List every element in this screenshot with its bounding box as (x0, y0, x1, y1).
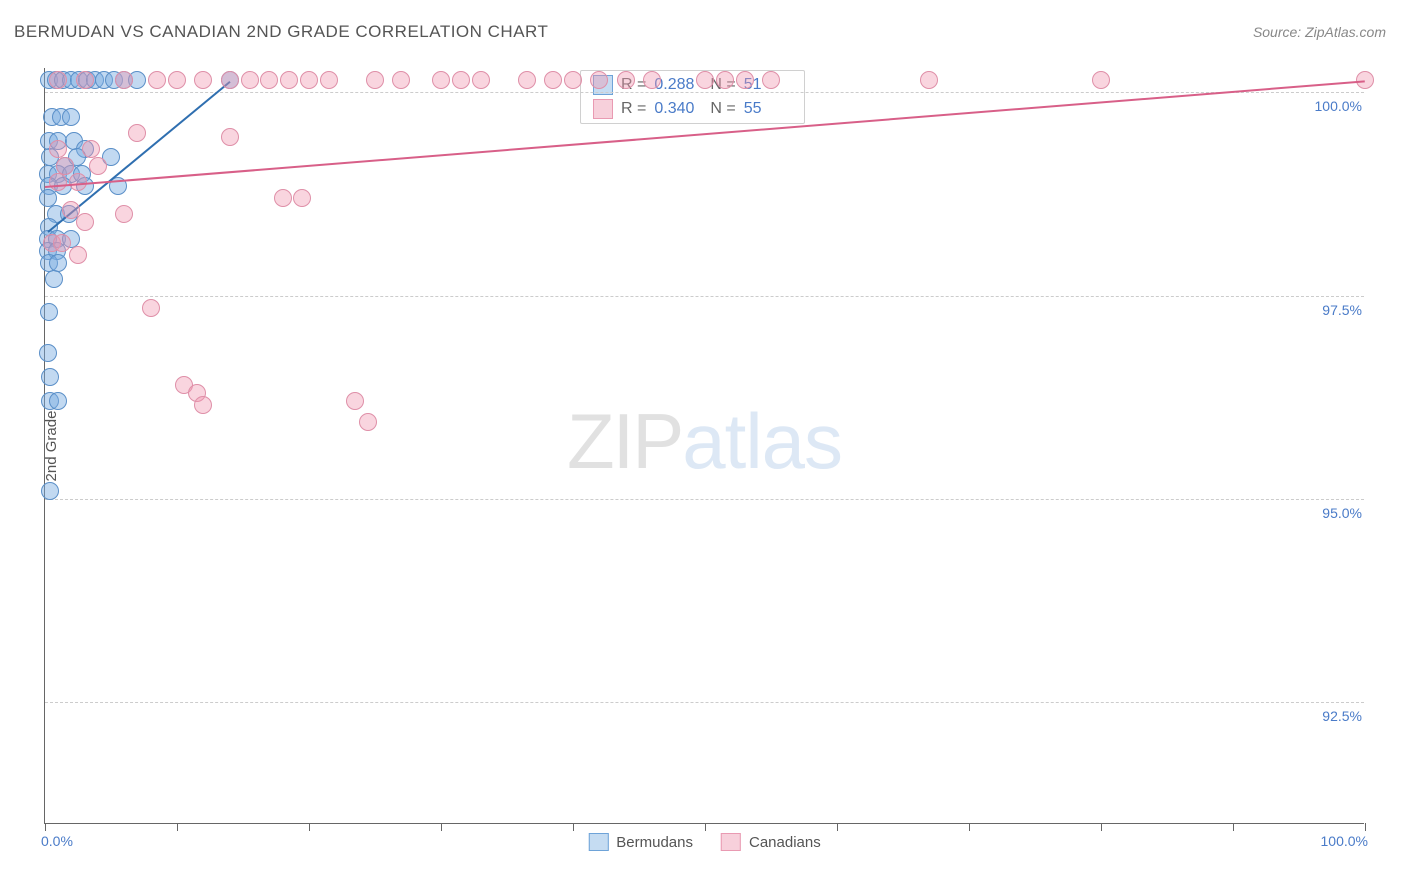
scatter-point (300, 71, 318, 89)
scatter-point (696, 71, 714, 89)
x-tick (441, 823, 442, 831)
scatter-point (53, 234, 71, 252)
scatter-point (49, 173, 67, 191)
scatter-point (45, 270, 63, 288)
stats-r-label: R = (621, 100, 646, 118)
scatter-point (221, 128, 239, 146)
scatter-point (89, 157, 107, 175)
y-tick-label: 92.5% (1318, 708, 1366, 724)
scatter-point (736, 71, 754, 89)
scatter-point (544, 71, 562, 89)
scatter-point (76, 71, 94, 89)
x-tick (573, 823, 574, 831)
stats-n-label: N = (710, 100, 735, 118)
scatter-point (142, 299, 160, 317)
legend-item: Bermudans (588, 833, 693, 851)
scatter-point (392, 71, 410, 89)
scatter-point (168, 71, 186, 89)
scatter-point (115, 71, 133, 89)
source-attribution: Source: ZipAtlas.com (1253, 24, 1386, 40)
scatter-point (41, 482, 59, 500)
x-axis-label-min: 0.0% (41, 833, 73, 849)
scatter-point (274, 189, 292, 207)
y-tick-label: 95.0% (1318, 505, 1366, 521)
scatter-point (293, 189, 311, 207)
scatter-point (452, 71, 470, 89)
scatter-point (49, 71, 67, 89)
x-tick (1365, 823, 1366, 831)
scatter-point (241, 71, 259, 89)
legend-item: Canadians (721, 833, 821, 851)
gridline-h (45, 296, 1364, 297)
legend-swatch (593, 99, 613, 119)
scatter-point (518, 71, 536, 89)
gridline-h (45, 92, 1364, 93)
scatter-point (472, 71, 490, 89)
scatter-point (260, 71, 278, 89)
gridline-h (45, 499, 1364, 500)
scatter-point (62, 108, 80, 126)
scatter-point (366, 71, 384, 89)
x-tick (1233, 823, 1234, 831)
scatter-point (716, 71, 734, 89)
x-tick (45, 823, 46, 831)
scatter-point (49, 392, 67, 410)
scatter-point (346, 392, 364, 410)
x-tick (1101, 823, 1102, 831)
scatter-point (40, 303, 58, 321)
x-tick (969, 823, 970, 831)
scatter-point (590, 71, 608, 89)
legend-swatch (721, 833, 741, 851)
bottom-legend: Bermudans Canadians (588, 833, 820, 851)
stats-r-value: 0.340 (654, 100, 702, 118)
watermark: ZIPatlas (567, 395, 842, 486)
x-tick (177, 823, 178, 831)
x-tick (705, 823, 706, 831)
stats-n-value: 55 (744, 100, 792, 118)
plot-area: ZIPatlas 0.0% 100.0% R =0.288N =51R =0.3… (44, 68, 1364, 824)
scatter-point (39, 344, 57, 362)
scatter-point (1092, 71, 1110, 89)
chart-title: BERMUDAN VS CANADIAN 2ND GRADE CORRELATI… (14, 22, 548, 42)
scatter-point (194, 396, 212, 414)
scatter-point (432, 71, 450, 89)
scatter-point (564, 71, 582, 89)
watermark-zip: ZIP (567, 396, 682, 484)
watermark-atlas: atlas (682, 396, 842, 484)
x-axis-label-max: 100.0% (1321, 833, 1368, 849)
scatter-point (221, 71, 239, 89)
legend-swatch (588, 833, 608, 851)
scatter-point (76, 213, 94, 231)
y-tick-label: 100.0% (1311, 98, 1366, 114)
scatter-point (920, 71, 938, 89)
scatter-point (359, 413, 377, 431)
stats-row: R = 0.340 N = 55 (581, 97, 804, 121)
legend-label: Bermudans (616, 834, 693, 851)
scatter-point (617, 71, 635, 89)
scatter-point (320, 71, 338, 89)
gridline-h (45, 702, 1364, 703)
scatter-point (115, 205, 133, 223)
x-tick (309, 823, 310, 831)
scatter-point (762, 71, 780, 89)
scatter-point (69, 246, 87, 264)
legend-label: Canadians (749, 834, 821, 851)
y-tick-label: 97.5% (1318, 302, 1366, 318)
scatter-point (194, 71, 212, 89)
scatter-point (49, 254, 67, 272)
x-tick (837, 823, 838, 831)
scatter-point (643, 71, 661, 89)
scatter-point (280, 71, 298, 89)
scatter-point (148, 71, 166, 89)
scatter-point (128, 124, 146, 142)
scatter-point (41, 368, 59, 386)
